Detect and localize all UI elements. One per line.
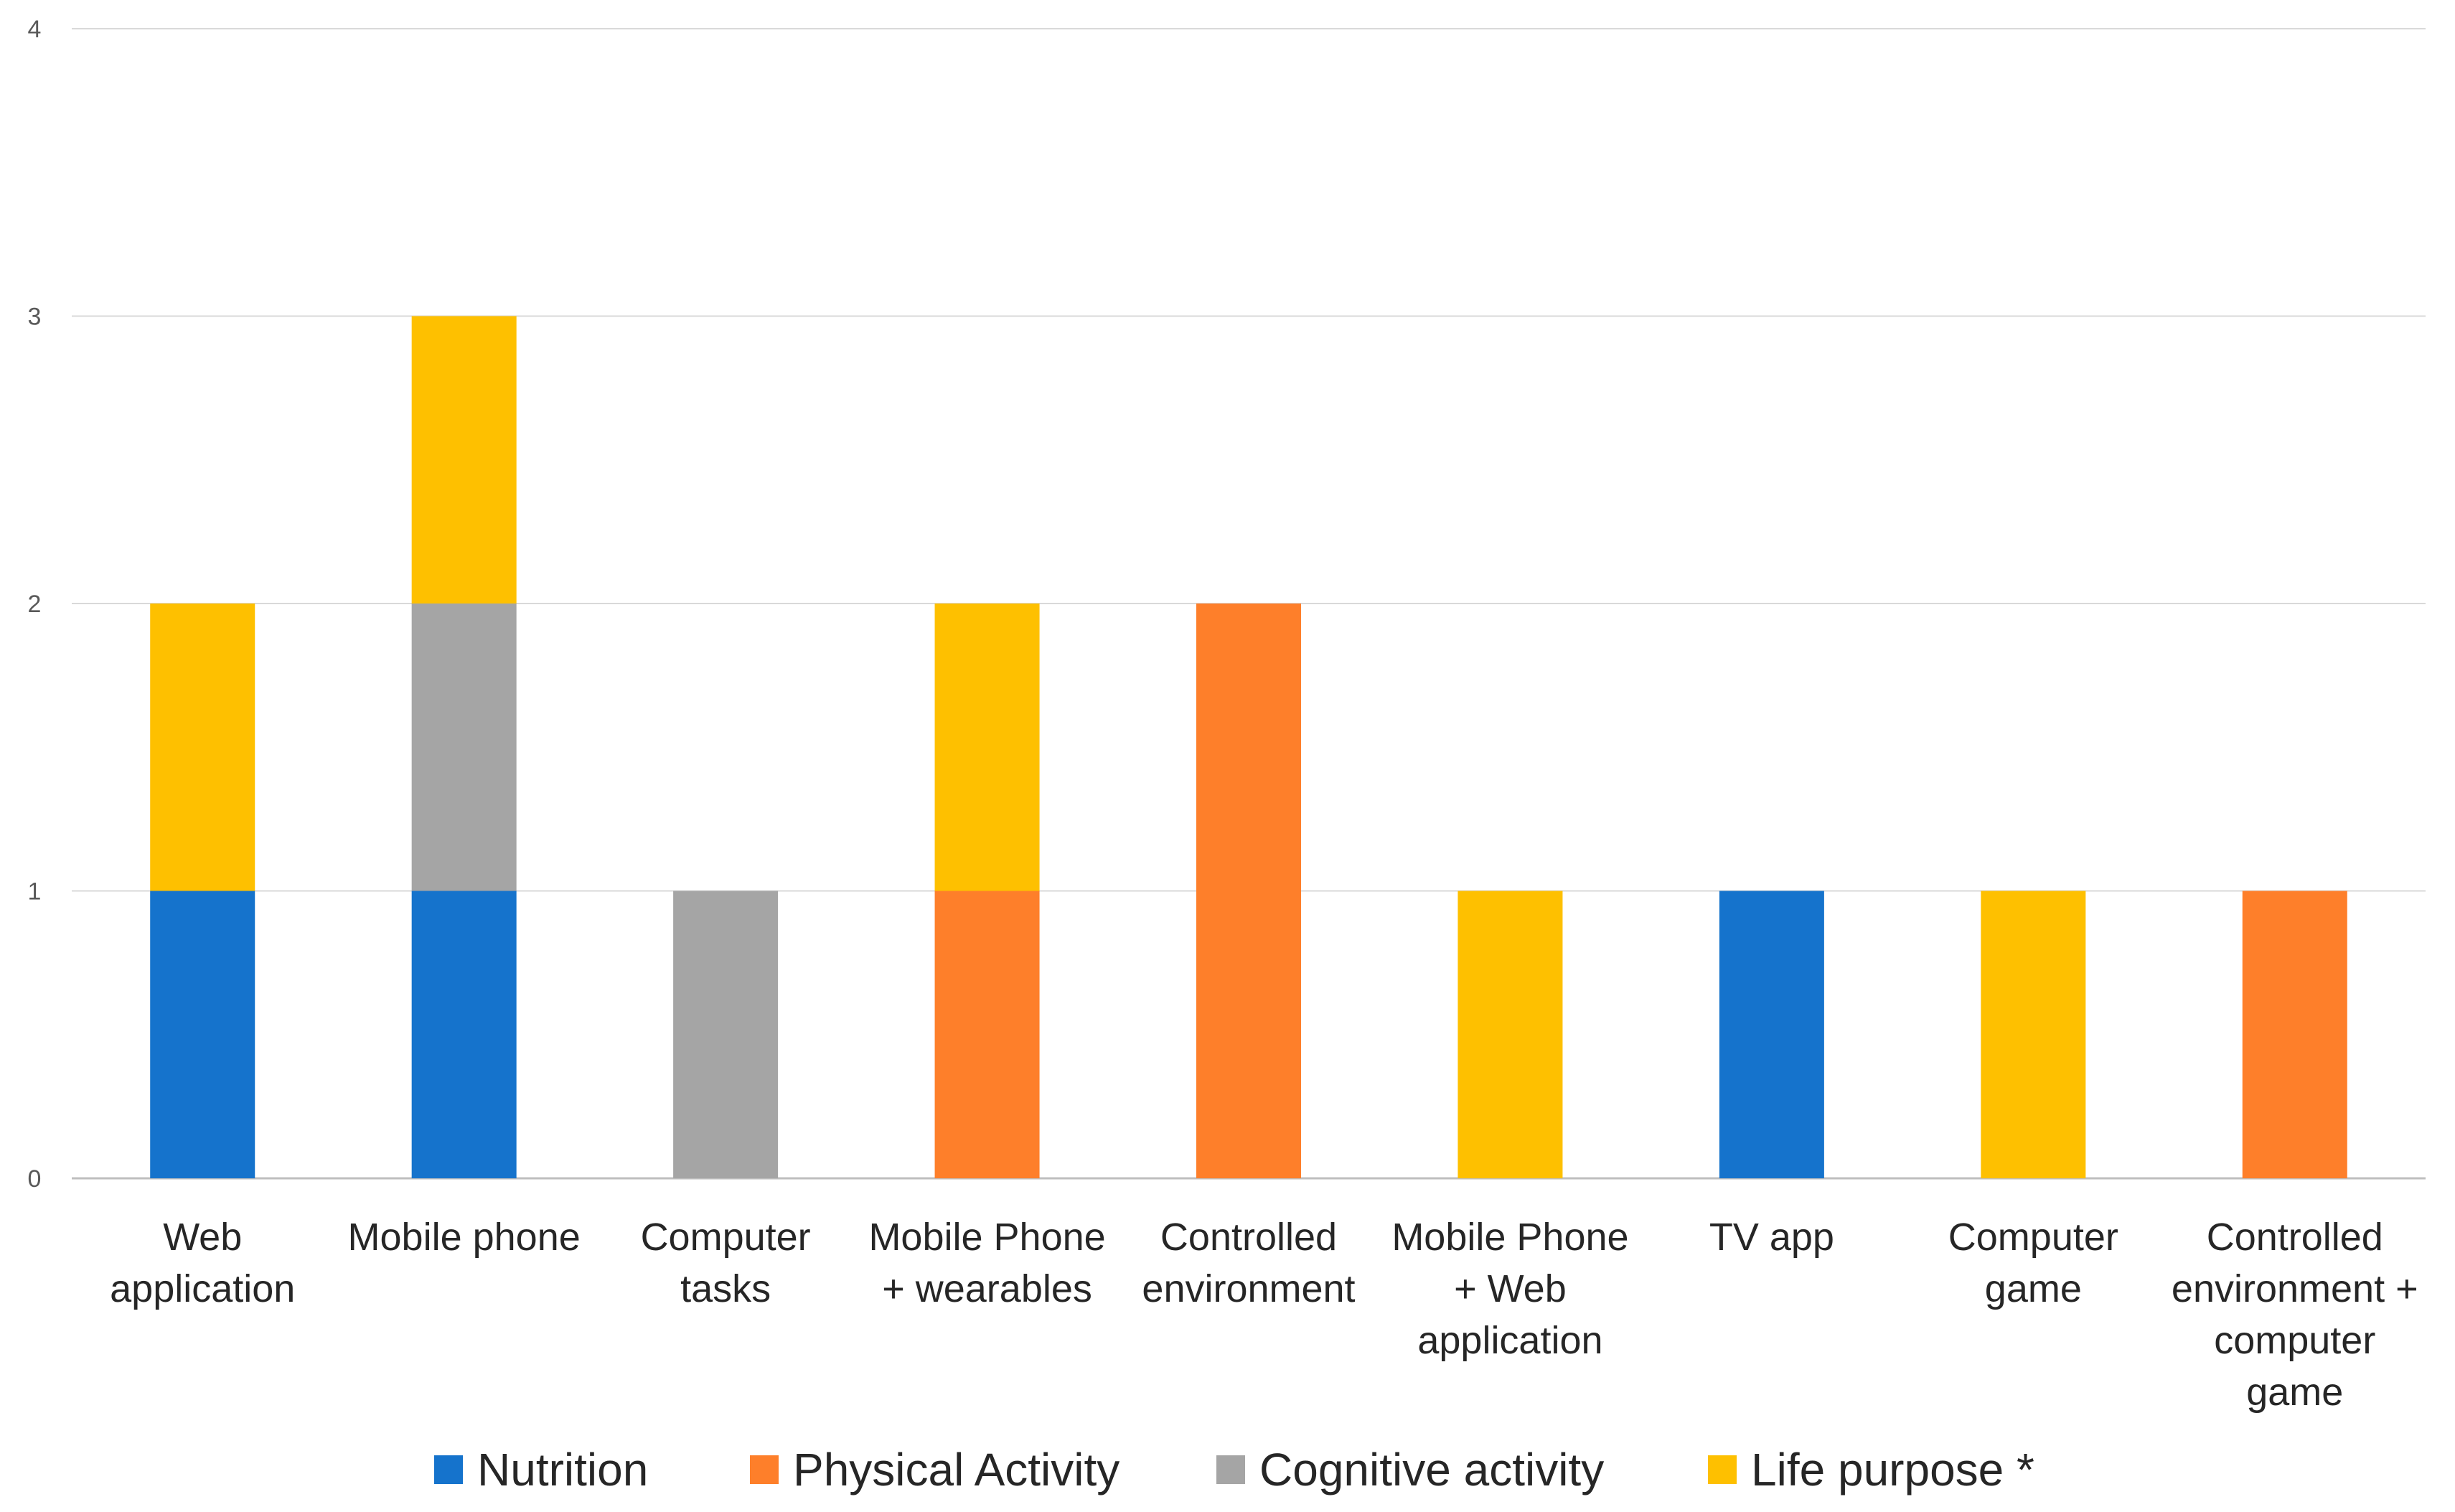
bar-segment xyxy=(1719,891,1824,1178)
x-tick-label: Computer game xyxy=(1948,1216,2118,1310)
x-tick-label: Mobile Phone + wearables xyxy=(868,1216,1105,1310)
legend-swatch xyxy=(1708,1455,1737,1484)
legend-swatch xyxy=(1216,1455,1245,1484)
x-tick-label: Mobile phone xyxy=(348,1216,581,1259)
legend-item: Life purpose * xyxy=(1708,1444,2034,1495)
x-tick-label: Controlled environment xyxy=(1142,1216,1355,1310)
x-axis: Web application Mobile phone Computer tasks M… xyxy=(110,1216,2418,1414)
legend-label: Nutrition xyxy=(477,1444,648,1495)
x-tick-label: Web application xyxy=(110,1216,295,1310)
y-tick-label: 0 xyxy=(28,1165,42,1193)
y-tick-label: 2 xyxy=(28,591,42,618)
bar-segment xyxy=(934,891,1040,1178)
bar-segment xyxy=(411,604,517,891)
bars xyxy=(150,316,2347,1178)
x-tick-label: Controlled environment + computer game xyxy=(2172,1216,2418,1414)
legend-item: Nutrition xyxy=(434,1444,648,1495)
bar-segment xyxy=(411,316,517,604)
legend-item: Cognitive activity xyxy=(1216,1444,1604,1495)
bar-segment xyxy=(2242,891,2347,1178)
bar-segment xyxy=(673,891,779,1178)
y-tick-label: 1 xyxy=(28,878,42,906)
bar-segment xyxy=(150,891,255,1178)
bar-segment xyxy=(934,604,1040,891)
x-tick-label: TV app xyxy=(1709,1216,1834,1259)
legend-item: Physical Activity xyxy=(750,1444,1119,1495)
legend-label: Cognitive activity xyxy=(1259,1444,1604,1495)
legend-label: Life purpose * xyxy=(1751,1444,2034,1495)
y-axis: 0 1 2 3 4 xyxy=(28,16,42,1193)
bar-segment xyxy=(150,604,255,891)
legend: Nutrition Physical Activity Cognitive acti… xyxy=(434,1444,2034,1495)
legend-swatch xyxy=(434,1455,463,1484)
y-tick-label: 3 xyxy=(28,304,42,331)
x-tick-label: Mobile Phone + Web application xyxy=(1391,1216,1628,1362)
bar-segment xyxy=(1457,891,1563,1178)
y-tick-label: 4 xyxy=(28,16,42,43)
x-tick-label: Computer tasks xyxy=(641,1216,811,1310)
legend-swatch xyxy=(750,1455,779,1484)
bar-segment xyxy=(411,891,517,1178)
bar-segment xyxy=(1981,891,2086,1178)
bar-segment xyxy=(1196,604,1301,1178)
legend-label: Physical Activity xyxy=(793,1444,1119,1495)
